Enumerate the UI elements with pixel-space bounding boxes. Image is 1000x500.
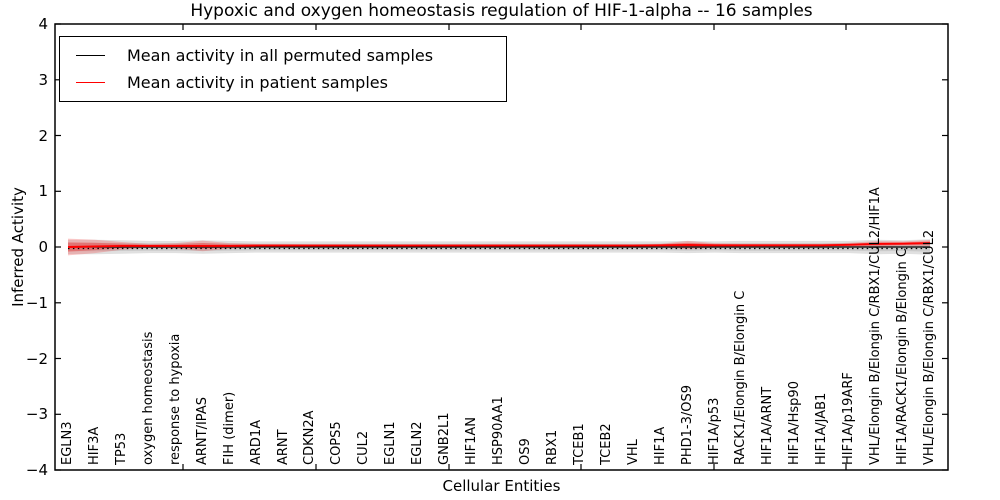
patient-line-swatch <box>76 82 105 84</box>
permuted-line-swatch <box>76 54 105 56</box>
legend-item-permuted: Mean activity in all permuted samples <box>60 46 506 65</box>
x-tick-label: HIF1A/p19ARF <box>841 372 857 465</box>
x-tick-label: PHD1-3/OS9 <box>679 385 695 465</box>
x-tick-label: HIF1A/Hsp90 <box>787 381 803 465</box>
legend-label-permuted: Mean activity in all permuted samples <box>127 45 434 65</box>
legend: Mean activity in all permuted samples Me… <box>59 36 507 102</box>
x-tick-label: TP53 <box>113 432 129 465</box>
patient-mean-line <box>67 242 931 248</box>
y-tick-label: −3 <box>25 405 48 424</box>
x-tick-label: FIH (dimer) <box>221 391 237 465</box>
legend-item-patient: Mean activity in patient samples <box>60 73 506 92</box>
x-tick-label: CUL2 <box>356 430 372 465</box>
x-tick-label: TCEB1 <box>571 423 587 465</box>
x-axis-label: Cellular Entities <box>442 477 561 495</box>
chart-title: Hypoxic and oxygen homeostasis regulatio… <box>190 1 813 21</box>
x-tick-label: HIF1A/p53 <box>706 397 722 465</box>
y-tick-label: 0 <box>38 238 48 256</box>
y-tick-label: 2 <box>38 126 48 145</box>
x-tick-label: HIF1AN <box>464 417 480 465</box>
x-tick-label: VHL/Elongin B/Elongin C/RBX1/CUL2/HIF1A <box>868 187 884 465</box>
y-tick-label: 1 <box>38 182 48 201</box>
x-tick-label: ARNT <box>275 429 291 465</box>
x-tick-label: GNB2L1 <box>437 412 453 465</box>
x-tick-label: HIF3A <box>86 426 102 465</box>
x-tick-label: RBX1 <box>544 429 560 465</box>
y-tick-label: −1 <box>25 293 48 312</box>
x-tick-label: TCEB2 <box>598 423 614 465</box>
x-tick-label: RACK1/Elongin B/Elongin C <box>733 290 749 465</box>
y-tick-label: 3 <box>38 70 48 89</box>
x-tick-label: ARD1A <box>248 419 264 465</box>
legend-label-patient: Mean activity in patient samples <box>127 73 388 93</box>
x-tick-label: OS9 <box>517 438 533 465</box>
x-tick-label: HIF1A/ARNT <box>760 386 776 465</box>
x-tick-label: EGLN2 <box>410 421 426 465</box>
x-tick-label: EGLN1 <box>383 421 399 465</box>
x-tick-label: oxygen homeostasis <box>140 331 156 465</box>
x-tick-label: ARNT/IPAS <box>194 397 210 465</box>
x-tick-label: HIF1A/JAB1 <box>814 392 830 465</box>
x-tick-label: response to hypoxia <box>167 333 183 465</box>
x-tick-label: HSP90AA1 <box>491 396 506 465</box>
y-tick-label: 4 <box>38 15 48 33</box>
x-tick-label: HIF1A/RACK1/Elongin B/Elongin C <box>895 248 911 465</box>
x-tick-label: CDKN2A <box>302 410 318 465</box>
x-tick-label: EGLN3 <box>60 421 75 465</box>
x-tick-label: VHL/Elongin B/Elongin C/RBX1/CUL2 <box>922 229 937 465</box>
y-tick-label: −2 <box>25 349 48 368</box>
y-tick-label: −4 <box>25 461 48 479</box>
x-tick-label: VHL <box>625 439 641 465</box>
x-tick-label: COPS5 <box>329 421 345 465</box>
x-tick-label: HIF1A <box>652 426 668 465</box>
